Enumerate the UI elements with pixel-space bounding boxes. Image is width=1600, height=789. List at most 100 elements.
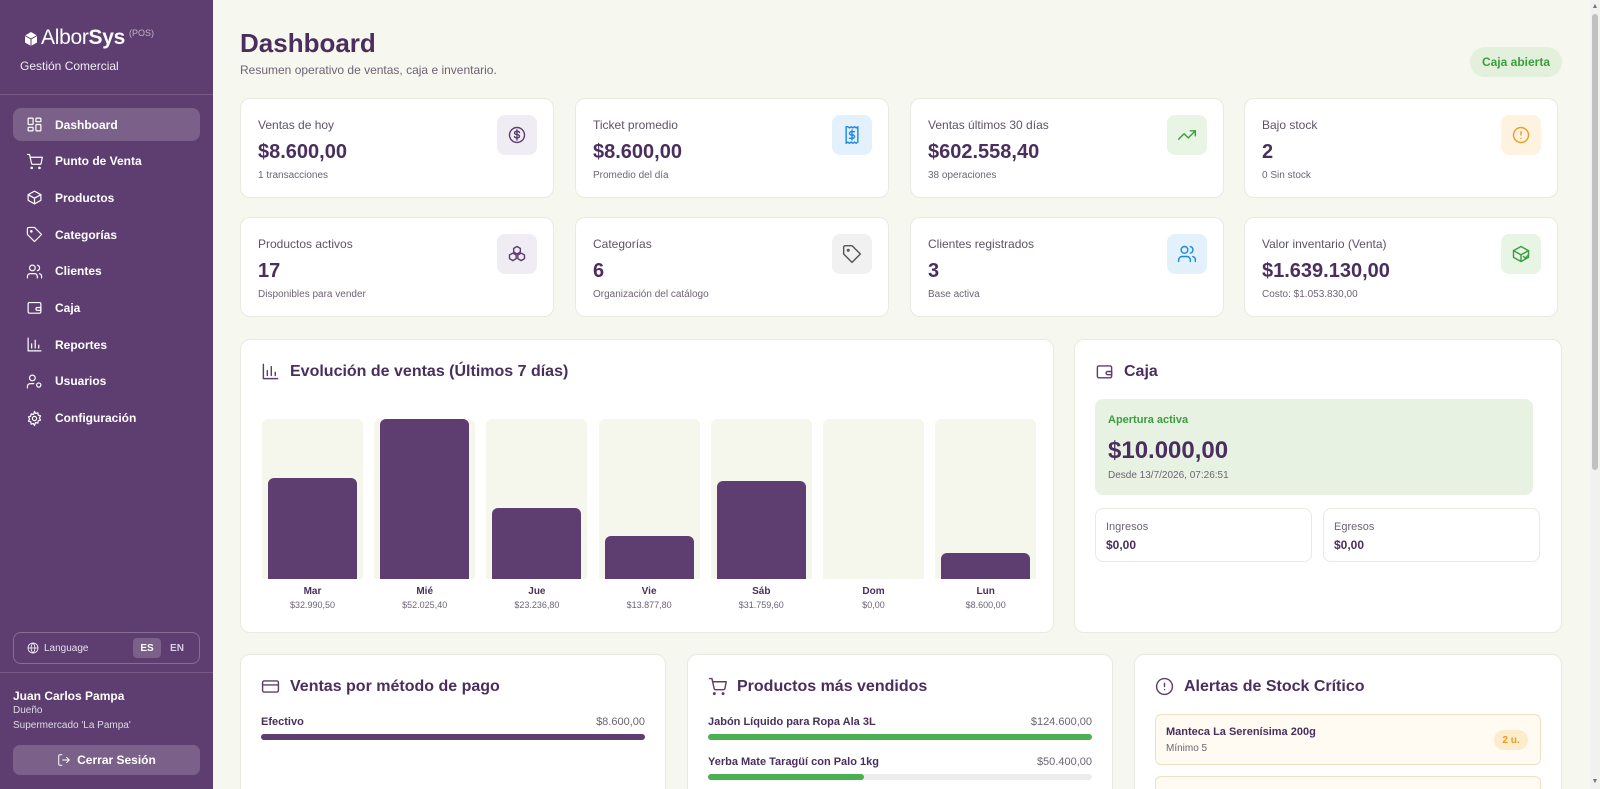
- cube-logo-icon: [24, 32, 38, 46]
- scroll-thumb[interactable]: [1592, 14, 1598, 470]
- bar-day-label: Mar: [303, 586, 322, 597]
- sidebar-item-usuarios[interactable]: Usuarios: [13, 365, 200, 398]
- divider: [0, 672, 213, 673]
- scroll-up-icon[interactable]: ▲: [1591, 3, 1599, 10]
- stat-sub: 1 transacciones: [258, 170, 329, 181]
- stat-label: Categorías: [593, 237, 652, 251]
- stat-label: Ventas últimos 30 días: [928, 118, 1049, 132]
- bar-day-label: Jue: [528, 586, 546, 597]
- stat-card-5: Productos activos 17 Disponibles para vend…: [240, 217, 554, 317]
- top-product-value: $124.600,00: [1030, 716, 1092, 728]
- language-en-button[interactable]: EN: [170, 642, 184, 654]
- top-product-value: $50.400,00: [1036, 756, 1092, 768]
- top-product-label: Yerba Mate Taragüí con Palo 1kg: [708, 756, 879, 768]
- stat-sub: Organización del catálogo: [593, 289, 709, 300]
- sidebar-item-label: Dashboard: [55, 117, 118, 132]
- brand-logo[interactable]: AlborSys (POS): [24, 26, 154, 50]
- stat-icon-box: [1501, 115, 1541, 155]
- boxes-icon: [508, 245, 526, 262]
- stat-card-4: Bajo stock 2 0 Sin stock: [1244, 98, 1558, 198]
- user-store: Supermercado 'La Pampa': [13, 720, 131, 731]
- stat-icon-box: [1501, 234, 1541, 274]
- caja-card: Caja Apertura activa $10.000,00 Desde 13…: [1074, 339, 1562, 633]
- stock-alert-item-partial[interactable]: [1155, 776, 1541, 789]
- sidebar-item-caja[interactable]: Caja: [13, 291, 200, 324]
- ingresos-value: $0,00: [1106, 538, 1137, 552]
- sidebar-item-punto-de-venta[interactable]: Punto de Venta: [13, 145, 200, 178]
- stat-label: Clientes registrados: [928, 237, 1035, 251]
- payment-method-fill: [261, 734, 645, 740]
- top-product-label: Jabón Líquido para Ropa Ala 3L: [708, 716, 876, 728]
- sidebar-item-dashboard[interactable]: Dashboard: [13, 108, 200, 141]
- sidebar-item-clientes[interactable]: Clientes: [13, 255, 200, 288]
- bar-value-label: $31.759,60: [738, 600, 784, 610]
- bar-day-label: Dom: [862, 586, 885, 597]
- stat-value: 2: [1262, 141, 1274, 163]
- stock-alert-item[interactable]: Manteca La Serenísima 200g Mínimo 5 2 u.: [1155, 714, 1541, 765]
- language-es-button[interactable]: ES: [133, 638, 161, 658]
- bar-jue[interactable]: [492, 508, 582, 579]
- payment-method-track: [261, 734, 645, 740]
- bar-chart-icon: [27, 337, 42, 352]
- logout-button[interactable]: Cerrar Sesión: [13, 745, 200, 775]
- sidebar-item-productos[interactable]: Productos: [13, 181, 200, 214]
- dashboard-icon: [27, 117, 42, 132]
- brand-subtitle: Gestión Comercial: [20, 59, 119, 73]
- receipt-icon: [845, 125, 859, 145]
- tag-icon: [26, 226, 43, 243]
- page-title: Dashboard: [240, 28, 376, 58]
- stat-card-1: Ventas de hoy $8.600,00 1 transacciones: [240, 98, 554, 198]
- stat-value: 6: [593, 260, 605, 282]
- payment-methods-title: Ventas por método de pago: [261, 677, 500, 696]
- bar-value-label: $23.236,80: [514, 600, 560, 610]
- stat-card-6: Categorías 6 Organización del catálogo: [575, 217, 889, 317]
- caja-title: Caja: [1095, 362, 1158, 381]
- sidebar-item-categorias[interactable]: Categorías: [13, 218, 200, 251]
- top-products-card: Productos más vendidos Jabón Líquido par…: [687, 654, 1113, 789]
- bar-value-label: $13.877,80: [626, 600, 672, 610]
- sidebar-item-label: Clientes: [55, 264, 102, 279]
- wallet-icon: [1096, 365, 1113, 379]
- stat-value: 17: [258, 260, 281, 282]
- caja-ingresos: Ingresos $0,00: [1095, 508, 1312, 562]
- alert-circle-icon: [1155, 677, 1174, 696]
- caja-active-label: Apertura activa: [1108, 414, 1189, 426]
- bar-day-label: Mié: [416, 586, 434, 597]
- sidebar-item-label: Caja: [55, 300, 81, 315]
- stat-value: $1.639.130,00: [1262, 260, 1390, 282]
- sidebar-item-label: Reportes: [55, 337, 108, 352]
- caja-amount: $10.000,00: [1108, 437, 1229, 464]
- brand-tag: (POS): [129, 28, 155, 38]
- caja-egresos: Egresos $0,00: [1323, 508, 1540, 562]
- bar-sáb[interactable]: [716, 481, 806, 579]
- payment-method-label: Efectivo: [261, 716, 304, 728]
- stat-card-7: Clientes registrados 3 Base activa: [910, 217, 1224, 317]
- egresos-value: $0,00: [1334, 538, 1365, 552]
- sidebar-item-configuracion[interactable]: Configuración: [13, 402, 200, 435]
- globe-icon: [27, 642, 39, 654]
- stat-card-8: Valor inventario (Venta) $1.639.130,00 Cos…: [1244, 217, 1558, 317]
- bar-day-label: Lun: [976, 586, 995, 597]
- sidebar-item-reportes[interactable]: Reportes: [13, 328, 200, 361]
- bar-value-label: $52.025,40: [402, 600, 448, 610]
- stat-sub: Disponibles para vender: [258, 289, 366, 300]
- bar-vie[interactable]: [604, 536, 694, 579]
- stock-alert-min: Mínimo 5: [1166, 743, 1208, 754]
- bar-mié[interactable]: [380, 419, 470, 579]
- top-product-track: [708, 774, 1092, 780]
- bar-mar[interactable]: [268, 478, 357, 579]
- bar-slot: [823, 419, 924, 579]
- bar-chart-icon: [262, 363, 279, 380]
- cart-icon: [26, 153, 43, 169]
- top-product-fill: [708, 734, 1092, 740]
- sales-chart-title: Evolución de ventas (Últimos 7 días): [261, 362, 568, 381]
- caja-since: Desde 13/7/2026, 07:26:51: [1108, 470, 1229, 481]
- stat-icon-box: [832, 115, 872, 155]
- stat-label: Bajo stock: [1262, 118, 1318, 132]
- page-scrollbar[interactable]: ▲ ▼: [1590, 0, 1600, 789]
- payment-method-value: $8.600,00: [596, 716, 645, 728]
- gear-icon: [27, 410, 42, 426]
- bar-lun[interactable]: [941, 553, 1031, 579]
- sidebar-item-label: Punto de Venta: [55, 154, 142, 169]
- scroll-down-icon[interactable]: ▼: [1591, 778, 1599, 785]
